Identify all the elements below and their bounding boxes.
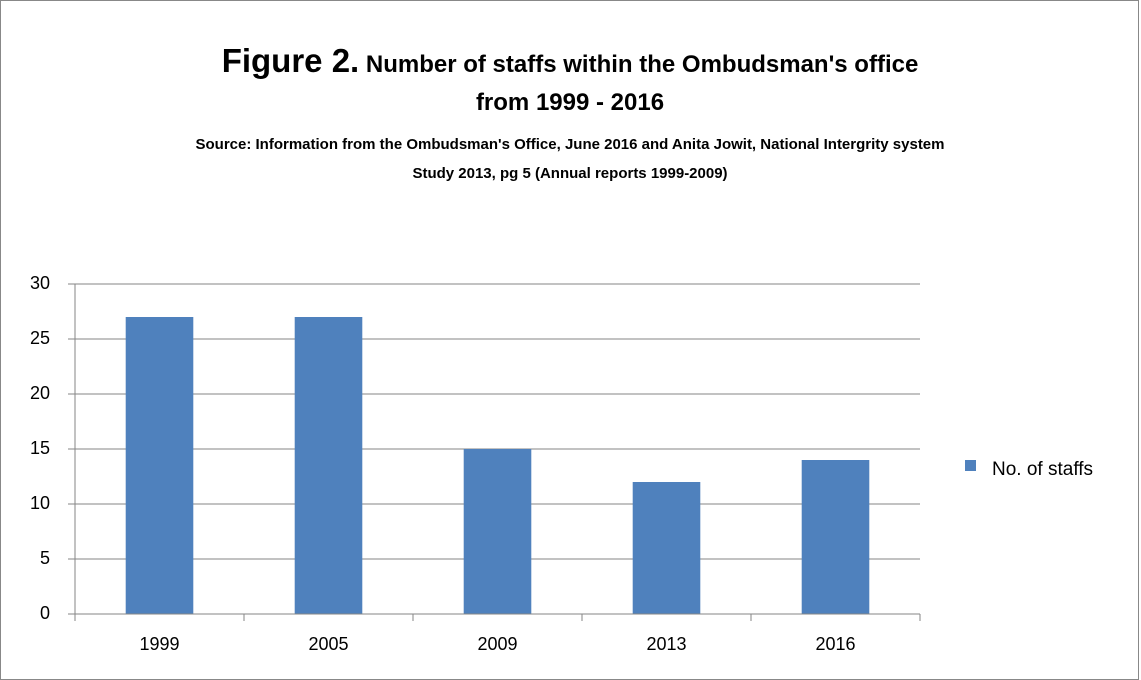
chart-title: Number of staffs within the Ombudsman's … — [365, 51, 919, 116]
bar — [463, 449, 532, 614]
y-tick-label: 15 — [30, 438, 50, 458]
bar — [632, 482, 701, 614]
chart-subtitle: Source: Information from the Ombudsman's… — [195, 136, 945, 182]
header: Figure 2. Number of staffs within the Om… — [170, 42, 970, 188]
y-tick-label: 25 — [30, 328, 50, 348]
x-tick-label: 2009 — [477, 634, 517, 654]
y-tick-label: 0 — [40, 603, 50, 623]
y-tick-label: 30 — [30, 273, 50, 293]
legend-swatch — [965, 460, 976, 471]
figure-label: Figure 2. — [221, 42, 360, 79]
x-tick-label: 2016 — [815, 634, 855, 654]
y-tick-label: 20 — [30, 383, 50, 403]
x-tick-label: 2005 — [308, 634, 348, 654]
title-block: Figure 2. Number of staffs within the Om… — [200, 42, 940, 122]
y-tick-label: 10 — [30, 493, 50, 513]
legend-label: No. of staffs — [992, 459, 1093, 480]
bar — [125, 317, 194, 614]
bar — [801, 460, 870, 614]
x-tick-label: 1999 — [139, 634, 179, 654]
y-tick-label: 5 — [40, 548, 50, 568]
x-tick-label: 2013 — [646, 634, 686, 654]
bar — [294, 317, 363, 614]
